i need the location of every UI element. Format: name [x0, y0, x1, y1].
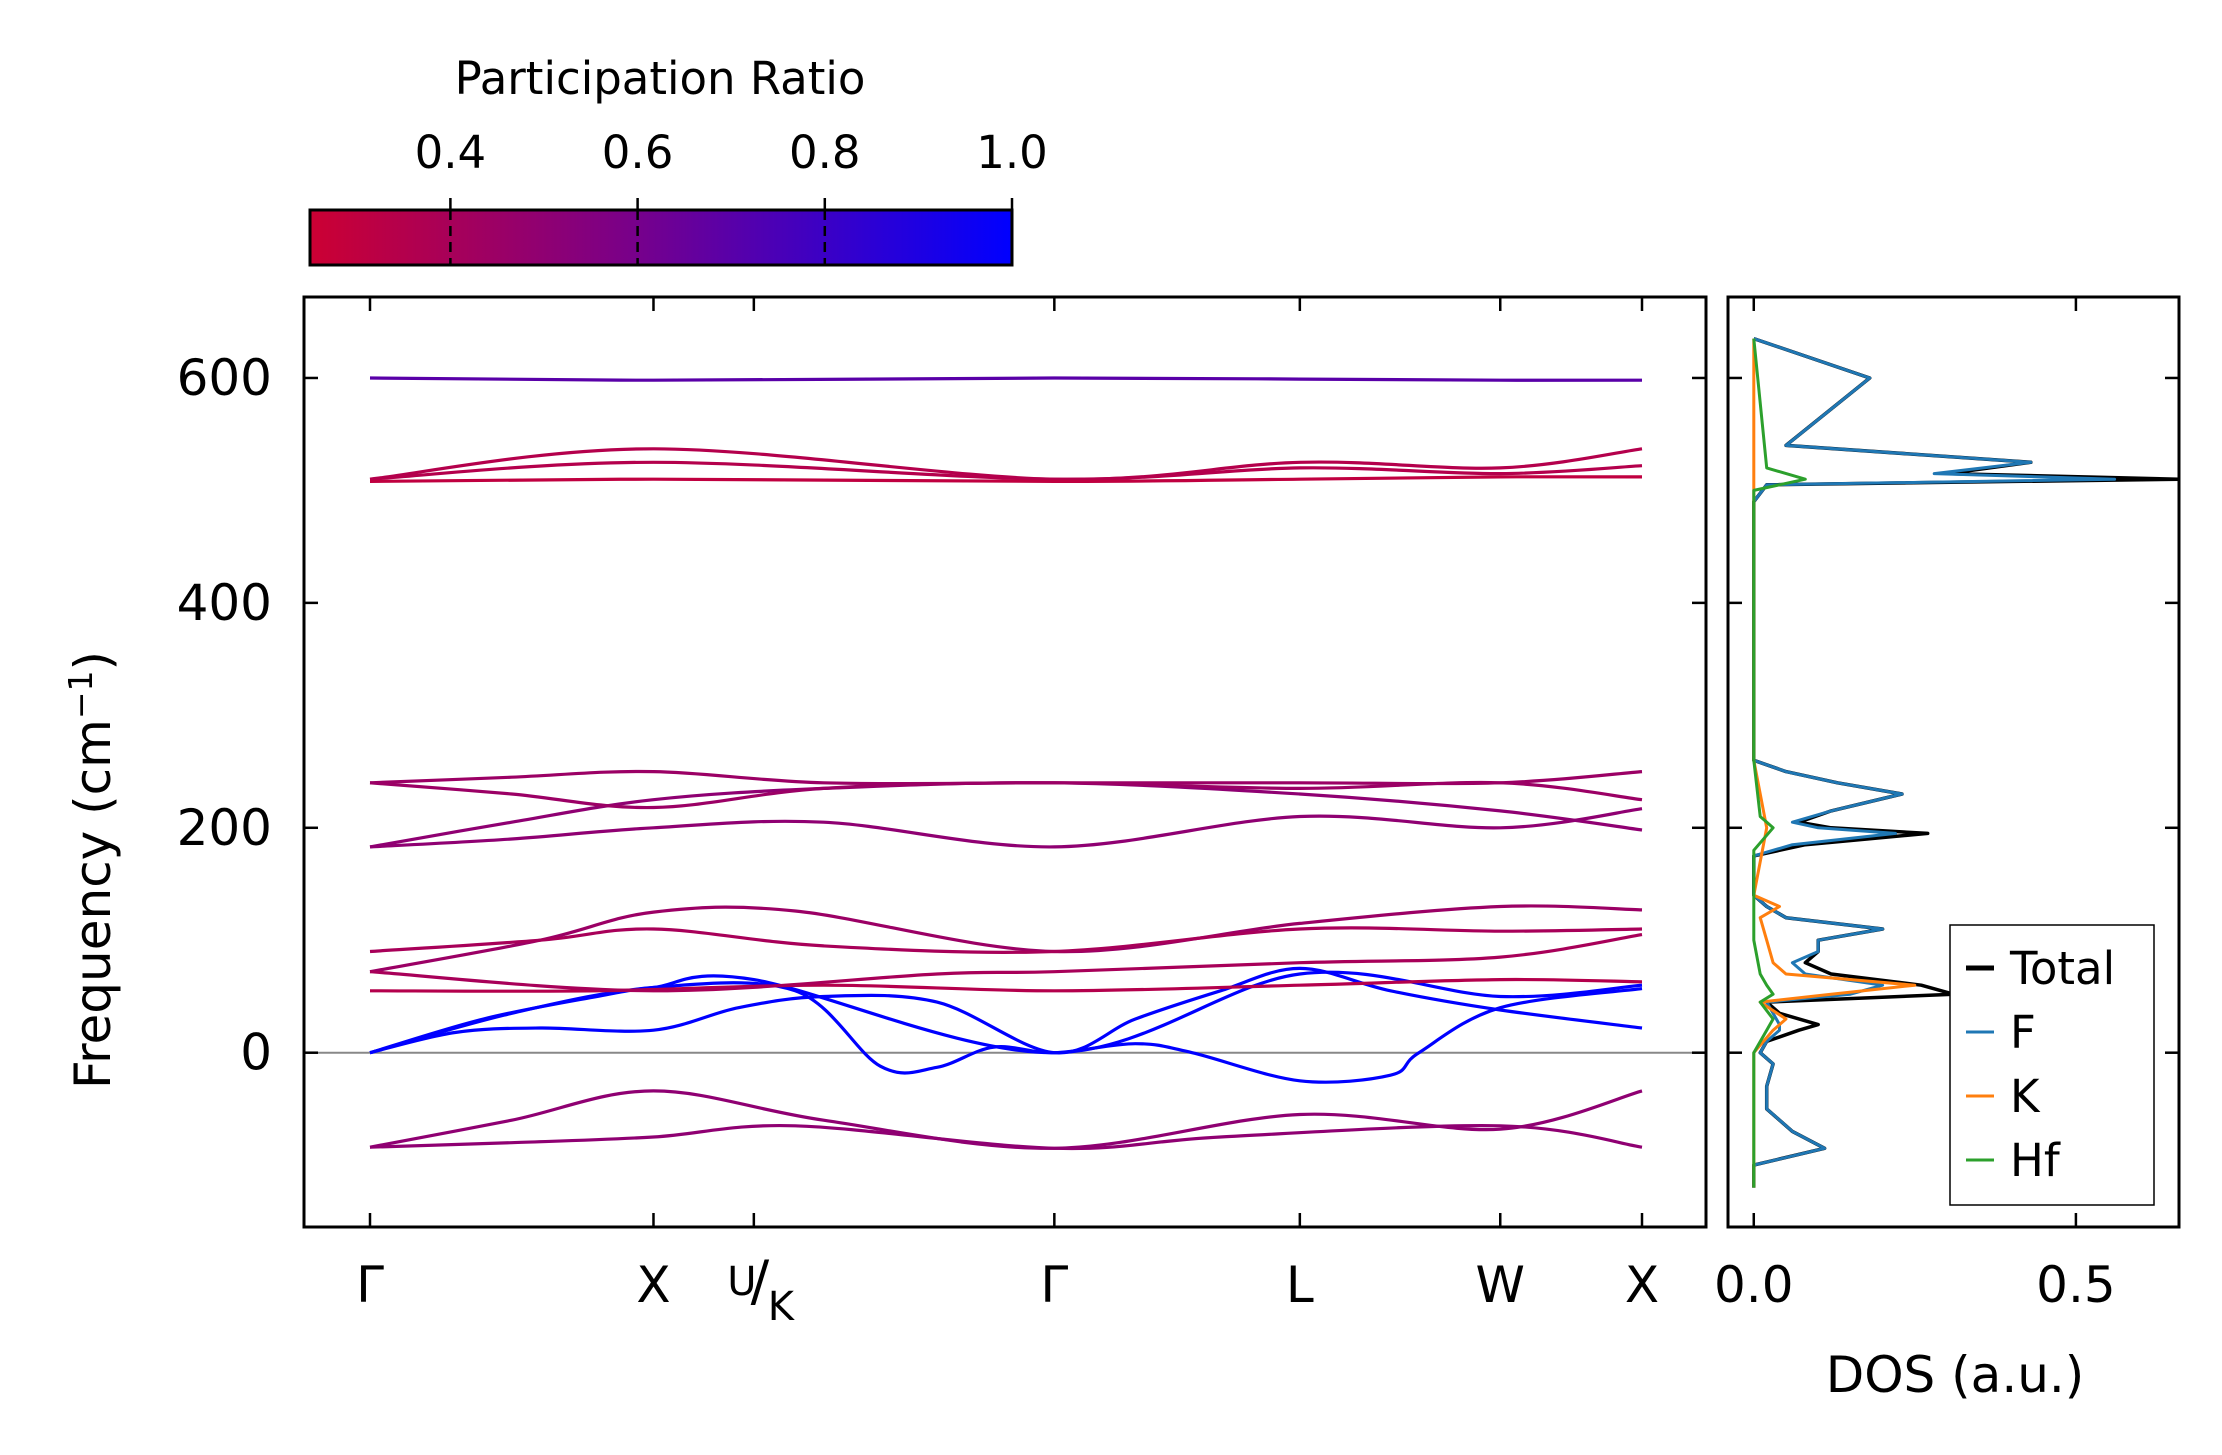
kpath-label-slash: / [751, 1249, 770, 1313]
legend-label: Total [2009, 942, 2115, 995]
colorbar-tick-label: 0.6 [602, 126, 674, 179]
band-mid-opt-4 [369, 769, 1643, 786]
dos-panel: 0.0 0.5 DOS (a.u.) Total FK Hf [1714, 295, 2181, 1404]
legend-label: F [2010, 1006, 2036, 1059]
kpath-label: U [727, 1259, 756, 1305]
colorbar-gradient [308, 208, 1014, 267]
ytick-label: 600 [177, 349, 272, 407]
band-imaginary-2 [369, 1123, 1643, 1151]
dos-legend: Total FK Hf [1949, 924, 2155, 1206]
dos-curves [1752, 336, 2179, 1188]
band-low-opt-2 [369, 926, 1643, 954]
kpath-label: X [636, 1256, 670, 1314]
legend-box [1949, 924, 2155, 1206]
band-acoustic-1 [369, 966, 1643, 1055]
band-low-opt-3 [369, 977, 1643, 993]
band-high-opt-4 [369, 376, 1643, 382]
dos-curve-f [1752, 337, 2117, 1188]
legend-label: Hf [2010, 1134, 2061, 1187]
ytick-label: 200 [177, 799, 272, 857]
frequency-axis-ticks: 0 200 400 600 [177, 349, 1706, 1082]
band-high-opt-2 [369, 460, 1643, 481]
frequency-axis-label: Frequency (cm−1) [61, 651, 122, 1089]
frequency-label-superscript: −1 [61, 670, 100, 719]
band-acoustic-2 [369, 981, 1643, 1084]
kpath-label: Γ [1040, 1256, 1068, 1314]
frequency-label-close: ) [64, 651, 122, 671]
band-mid-opt-3 [369, 780, 1643, 810]
dos-curve-k [1752, 338, 1917, 1188]
high-symmetry-ticks [368, 297, 1644, 1227]
band-axes-frame [302, 295, 1708, 1229]
kpath-label: X [1625, 1256, 1659, 1314]
kpath-label: L [1286, 1256, 1314, 1314]
band-acoustic-3 [369, 970, 1643, 1055]
dos-axes-frame [1726, 295, 2181, 1229]
colorbar-title: Participation Ratio [455, 52, 866, 105]
dos-axis-ticks: 0.0 0.5 [1714, 297, 2116, 1314]
dos-xtick-label: 0.0 [1714, 1256, 1794, 1314]
dos-axis-label: DOS (a.u.) [1826, 1346, 2085, 1404]
dos-curve-hf [1752, 338, 1807, 1188]
band-mid-opt-1 [369, 807, 1643, 849]
colorbar-ticks: 0.4 0.6 0.8 1.0 [415, 126, 1048, 265]
band-structure-panel: 0 200 400 600 Γ X U/K Γ L W X Frequency (cm−1) [61, 295, 1708, 1330]
kpath-label: Γ [356, 1256, 384, 1314]
colorbar-tick-label: 0.4 [415, 126, 487, 179]
colorbar-tick-label: 1.0 [976, 126, 1048, 179]
kpath-label-sub: K [768, 1284, 796, 1330]
band-mid-opt-2 [369, 781, 1643, 849]
dos-frequency-ticks [1728, 376, 2179, 1054]
band-low-opt-4 [369, 933, 1643, 993]
band-low-opt-1 [369, 904, 1643, 974]
phonon-bands [369, 376, 1643, 1151]
frequency-label-text: Frequency (cm [64, 719, 122, 1089]
band-high-opt-3 [369, 475, 1643, 483]
colorbar: Participation Ratio 0.4 0.6 0.8 1.0 [308, 52, 1048, 267]
ytick-label: 400 [177, 574, 272, 632]
ytick-label: 0 [240, 1024, 272, 1082]
kpath-label: W [1476, 1256, 1525, 1314]
legend-label: K [2010, 1070, 2041, 1123]
colorbar-tick-label: 0.8 [789, 126, 861, 179]
dos-xtick-label: 0.5 [2036, 1256, 2116, 1314]
kpath-labels: Γ X U/K Γ L W X [356, 1249, 1659, 1330]
